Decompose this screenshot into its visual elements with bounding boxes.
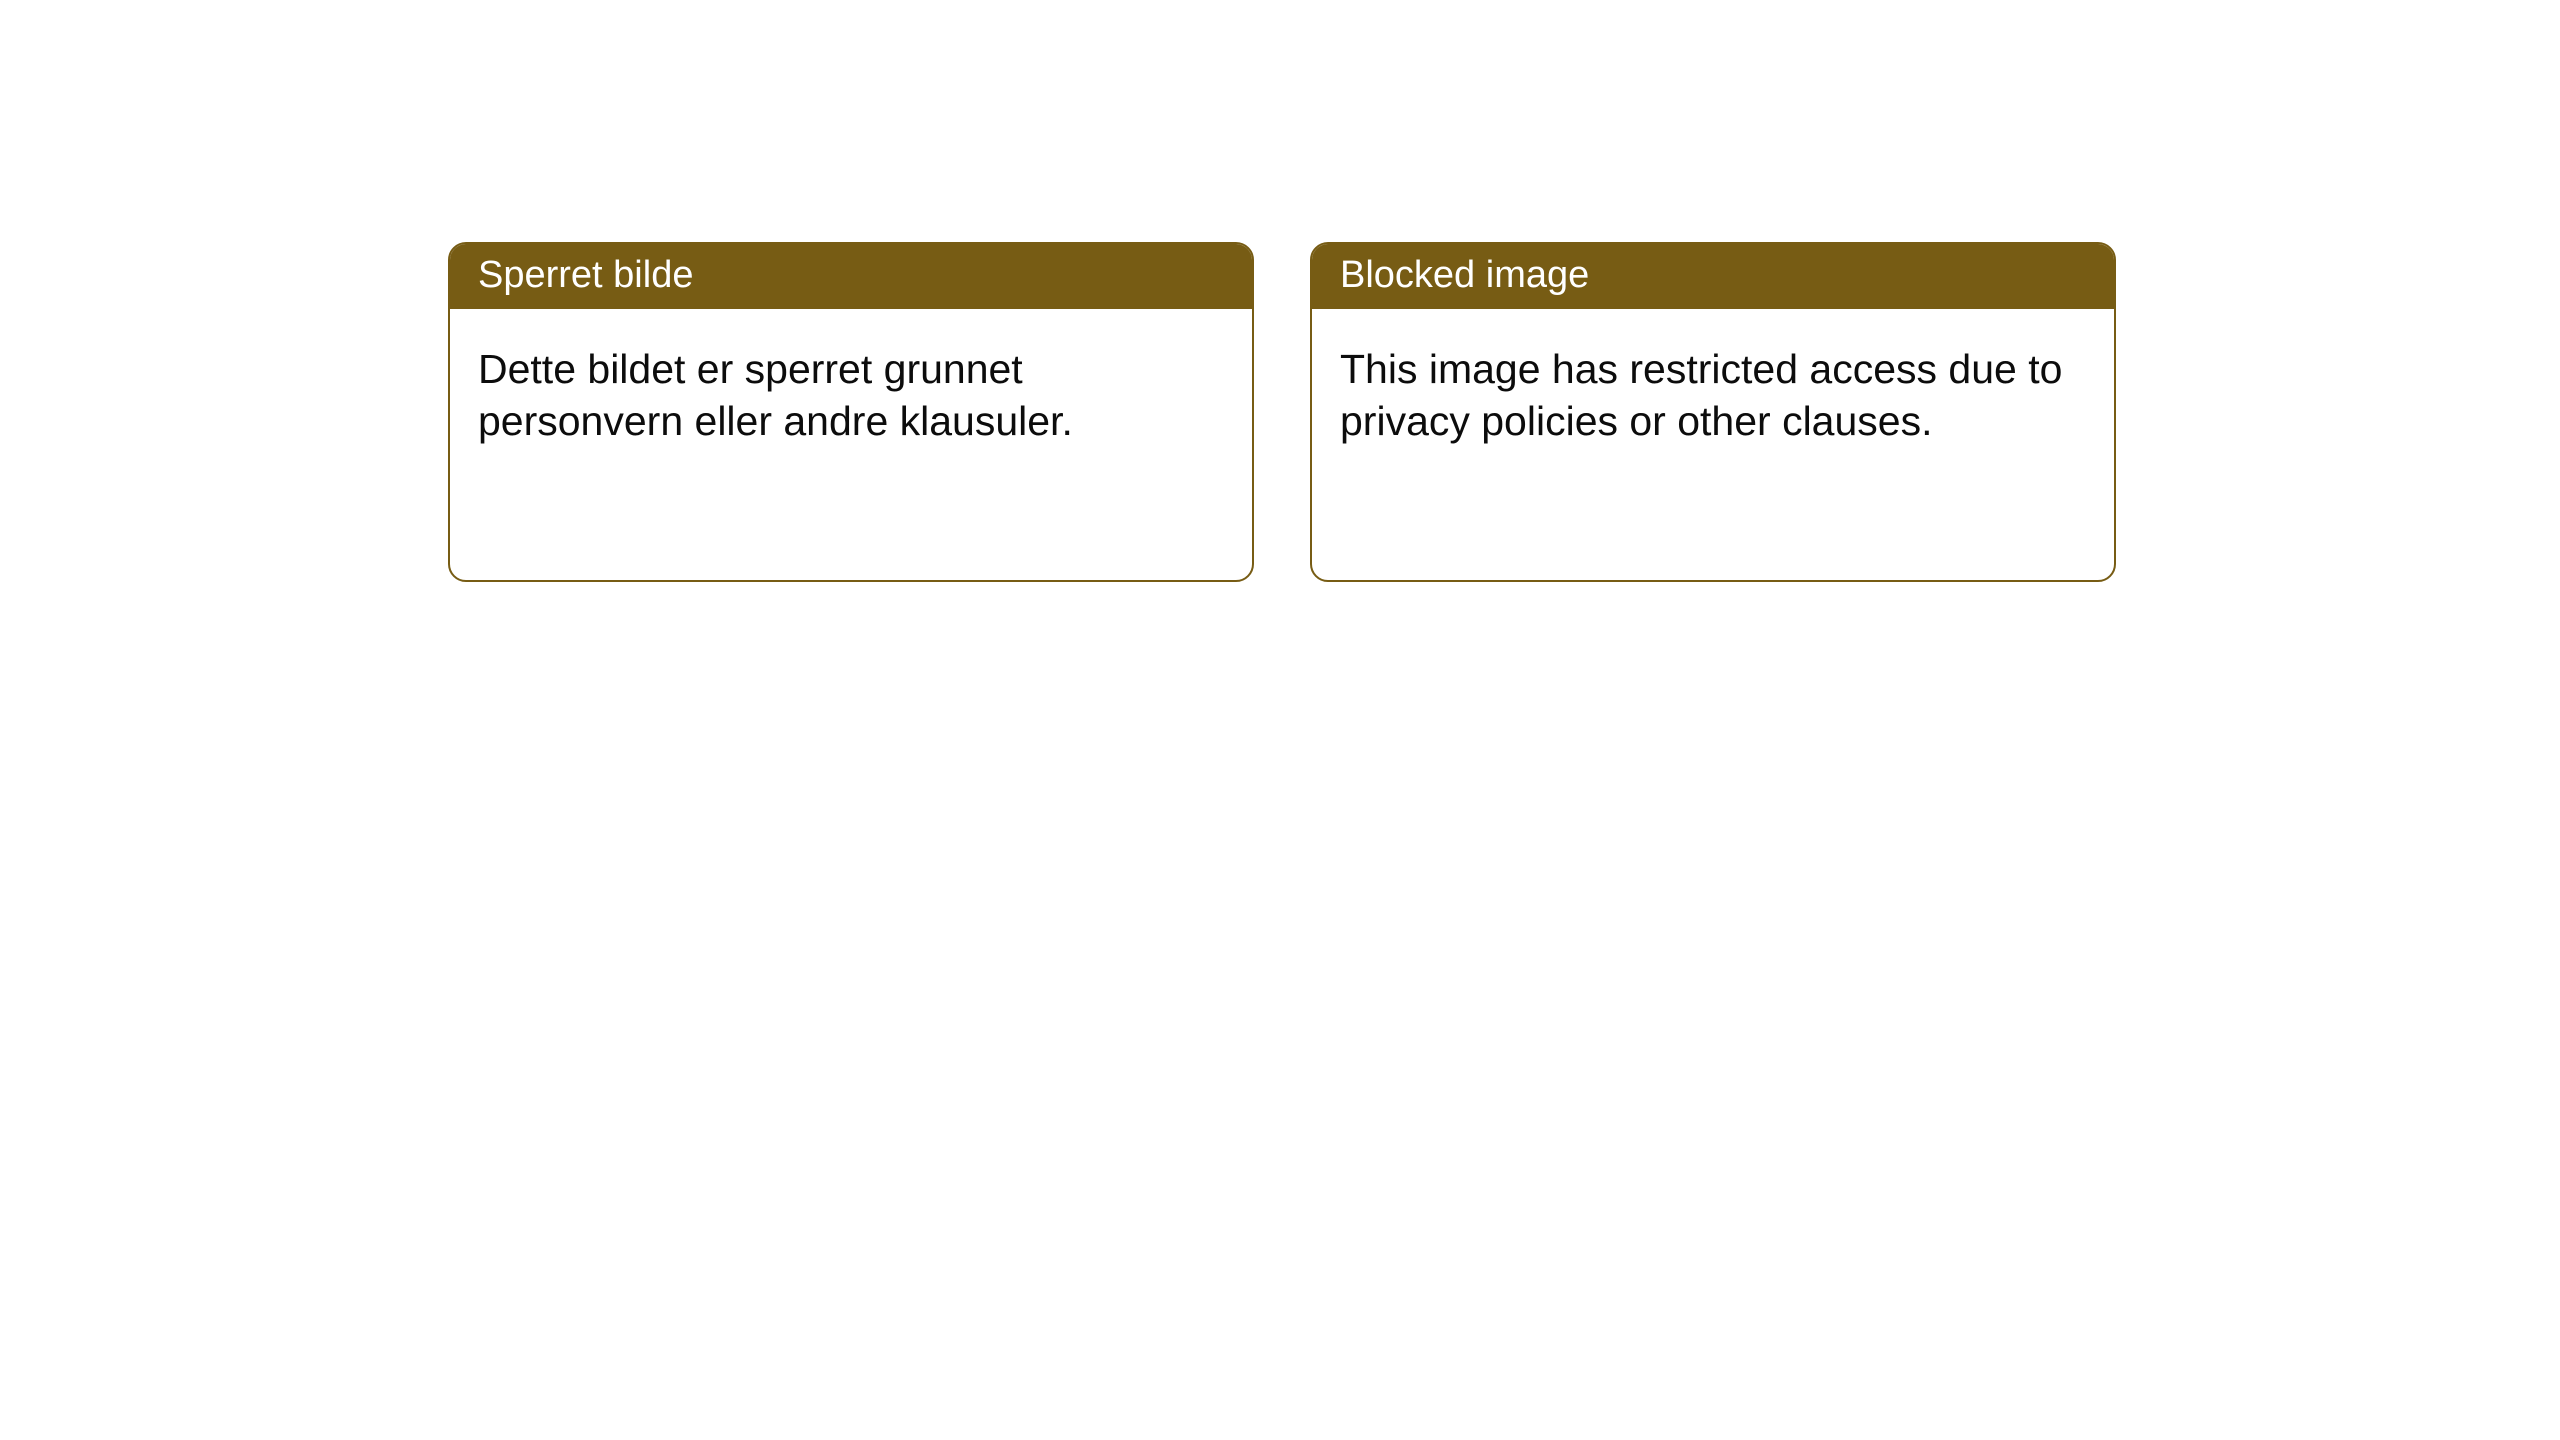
cards-container: Sperret bilde Dette bildet er sperret gr… [0,0,2560,582]
blocked-image-card-en: Blocked image This image has restricted … [1310,242,2116,582]
card-body: This image has restricted access due to … [1312,309,2114,475]
card-body-text: This image has restricted access due to … [1340,346,2062,444]
card-body: Dette bildet er sperret grunnet personve… [450,309,1252,475]
card-title: Sperret bilde [478,254,693,296]
card-body-text: Dette bildet er sperret grunnet personve… [478,346,1073,444]
blocked-image-card-no: Sperret bilde Dette bildet er sperret gr… [448,242,1254,582]
card-header: Blocked image [1312,244,2114,309]
card-header: Sperret bilde [450,244,1252,309]
card-title: Blocked image [1340,254,1589,296]
